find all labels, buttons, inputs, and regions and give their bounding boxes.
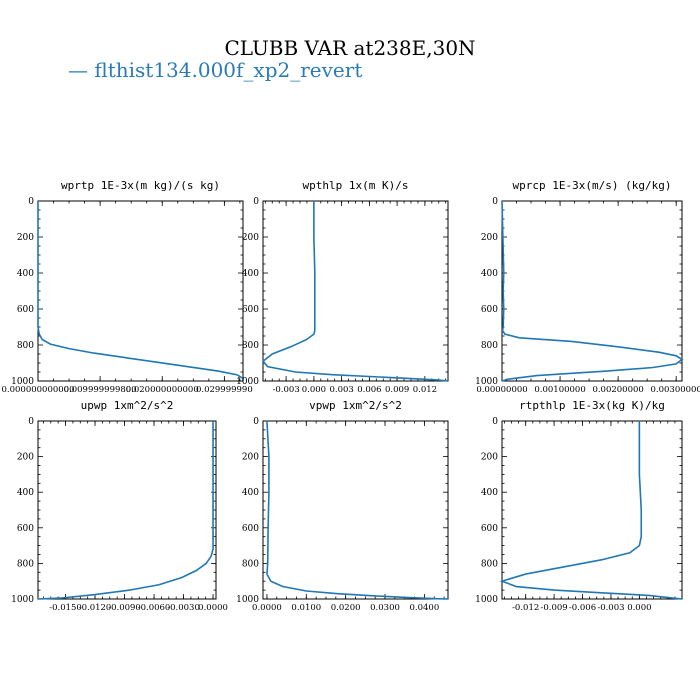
y-tick-label: 0 (492, 417, 498, 427)
x-tick-label: 0.012 (413, 385, 437, 395)
y-tick-label: 200 (242, 453, 259, 463)
x-tick-label: 0.0000 (252, 603, 282, 613)
y-tick-label: 800 (242, 341, 259, 351)
panel-3: wprcp 1E-3x(m/s) (kg/kg) 0 200 400 600 800 100… (475, 179, 700, 395)
y-tick-label: 200 (481, 233, 498, 243)
plot-frame (37, 420, 217, 600)
y-tick-label: 400 (17, 269, 34, 279)
panel-title: upwp 1xm^2/s^2 (81, 399, 174, 412)
x-tick-label: 0.000000000000 (1, 385, 74, 395)
x-tick-label: 0.003 (329, 385, 353, 395)
x-tick-label: 0.00300000 (651, 385, 700, 395)
figure-title: CLUBB VAR at238E,30N (224, 36, 475, 60)
panel-title: rtpthlp 1E-3x(kg K)/kg (519, 399, 665, 412)
x-tick-label: -0.0150 (49, 603, 82, 613)
y-tick-label: 600 (481, 524, 498, 534)
x-tick-label: -0.0030 (167, 603, 200, 613)
x-tick-label: -0.0090 (108, 603, 141, 613)
y-tick-label: 0 (253, 417, 259, 427)
x-tick-label: 0.029999990 (196, 385, 253, 395)
y-tick-label: 0 (28, 417, 34, 427)
y-tick-label: 0 (28, 197, 34, 207)
y-tick-label: 1000 (236, 595, 259, 605)
y-tick-label: 600 (242, 524, 259, 534)
series-line (37, 201, 244, 381)
x-tick-label: 0.00200000 (592, 385, 643, 395)
y-tick-label: 400 (481, 488, 498, 498)
x-tick-label: 0.0300 (370, 603, 400, 613)
panel-title: vpwp 1xm^2/s^2 (309, 399, 402, 412)
panel-6: rtpthlp 1E-3x(kg K)/kg 0 200 400 600 800 1000 -… (475, 399, 683, 613)
y-tick-label: 800 (17, 341, 34, 351)
x-tick-label: 0.00100000 (534, 385, 585, 395)
series-line (501, 200, 684, 382)
legend-entry: — flthist134.000f_xp2_revert (68, 58, 362, 82)
panel-title: wpthlp 1x(m K)/s (303, 179, 409, 192)
series-line (499, 421, 683, 600)
y-tick-label: 200 (17, 453, 34, 463)
y-tick-label: 400 (242, 488, 259, 498)
y-tick-label: 800 (242, 559, 259, 569)
x-tick-label: 0.0000 (198, 603, 228, 613)
x-tick-label: 0.020000000000 (126, 385, 199, 395)
x-tick-label: -0.0120 (79, 603, 112, 613)
x-tick-label: -0.003 (273, 385, 300, 395)
panel-title: wprtp 1E-3x(m kg)/(s kg) (61, 179, 220, 192)
y-tick-label: 600 (17, 524, 34, 534)
x-tick-label: 0.0200 (331, 603, 361, 613)
plot-frame (262, 200, 449, 382)
plot-frame (37, 200, 244, 382)
y-tick-label: 400 (481, 269, 498, 279)
x-tick-label: 0.000 (302, 385, 326, 395)
x-tick-label: -0.006 (569, 603, 596, 613)
y-tick-label: 0 (492, 197, 498, 207)
y-tick-label: 1000 (475, 595, 498, 605)
series-line (266, 420, 449, 600)
plot-frame (501, 420, 683, 600)
x-tick-label: -0.012 (512, 603, 539, 613)
panel-1: wprtp 1E-3x(m kg)/(s kg) 0 200 400 600 800 100… (1, 179, 252, 395)
y-tick-label: 1000 (236, 377, 259, 387)
y-tick-label: 200 (17, 233, 34, 243)
plot-frame (262, 420, 449, 600)
y-tick-label: 800 (481, 341, 498, 351)
x-tick-label: 0.0100 (291, 603, 321, 613)
y-tick-label: 1000 (11, 595, 34, 605)
plot-frame (501, 200, 683, 382)
y-tick-label: 200 (481, 453, 498, 463)
x-tick-label: 0.000 (627, 603, 651, 613)
series-line (261, 201, 449, 382)
y-tick-label: 800 (481, 559, 498, 569)
x-tick-label: 0.009 (385, 385, 409, 395)
x-tick-label: 0.0400 (410, 603, 440, 613)
y-tick-label: 600 (17, 305, 34, 315)
y-tick-label: 1000 (11, 377, 34, 387)
y-tick-label: 600 (481, 305, 498, 315)
x-tick-label: 0.00000000 (476, 385, 527, 395)
panel-4: upwp 1xm^2/s^202004006008001000-0.0150-0… (11, 399, 228, 613)
series-line (37, 421, 214, 600)
x-tick-label: -0.003 (597, 603, 624, 613)
y-tick-label: 1000 (475, 377, 498, 387)
y-tick-label: 200 (242, 233, 259, 243)
y-tick-label: 400 (17, 488, 34, 498)
x-tick-label: -0.0060 (138, 603, 171, 613)
x-tick-label: -0.009 (540, 603, 567, 613)
y-tick-label: 0 (253, 197, 259, 207)
y-tick-label: 600 (242, 305, 259, 315)
x-tick-label: 0.006 (357, 385, 381, 395)
x-tick-label: 0.009999999800 (64, 385, 137, 395)
panel-5: vpwp 1xm^2/s^2 0 200 400 600 800 10000.0000 0.0… (236, 399, 449, 613)
panel-title: wprcp 1E-3x(m/s) (kg/kg) (513, 179, 672, 192)
y-tick-label: 800 (17, 559, 34, 569)
panels: wprtp 1E-3x(m kg)/(s kg) 0 200 400 600 800 100… (1, 179, 700, 613)
y-tick-label: 400 (242, 269, 259, 279)
